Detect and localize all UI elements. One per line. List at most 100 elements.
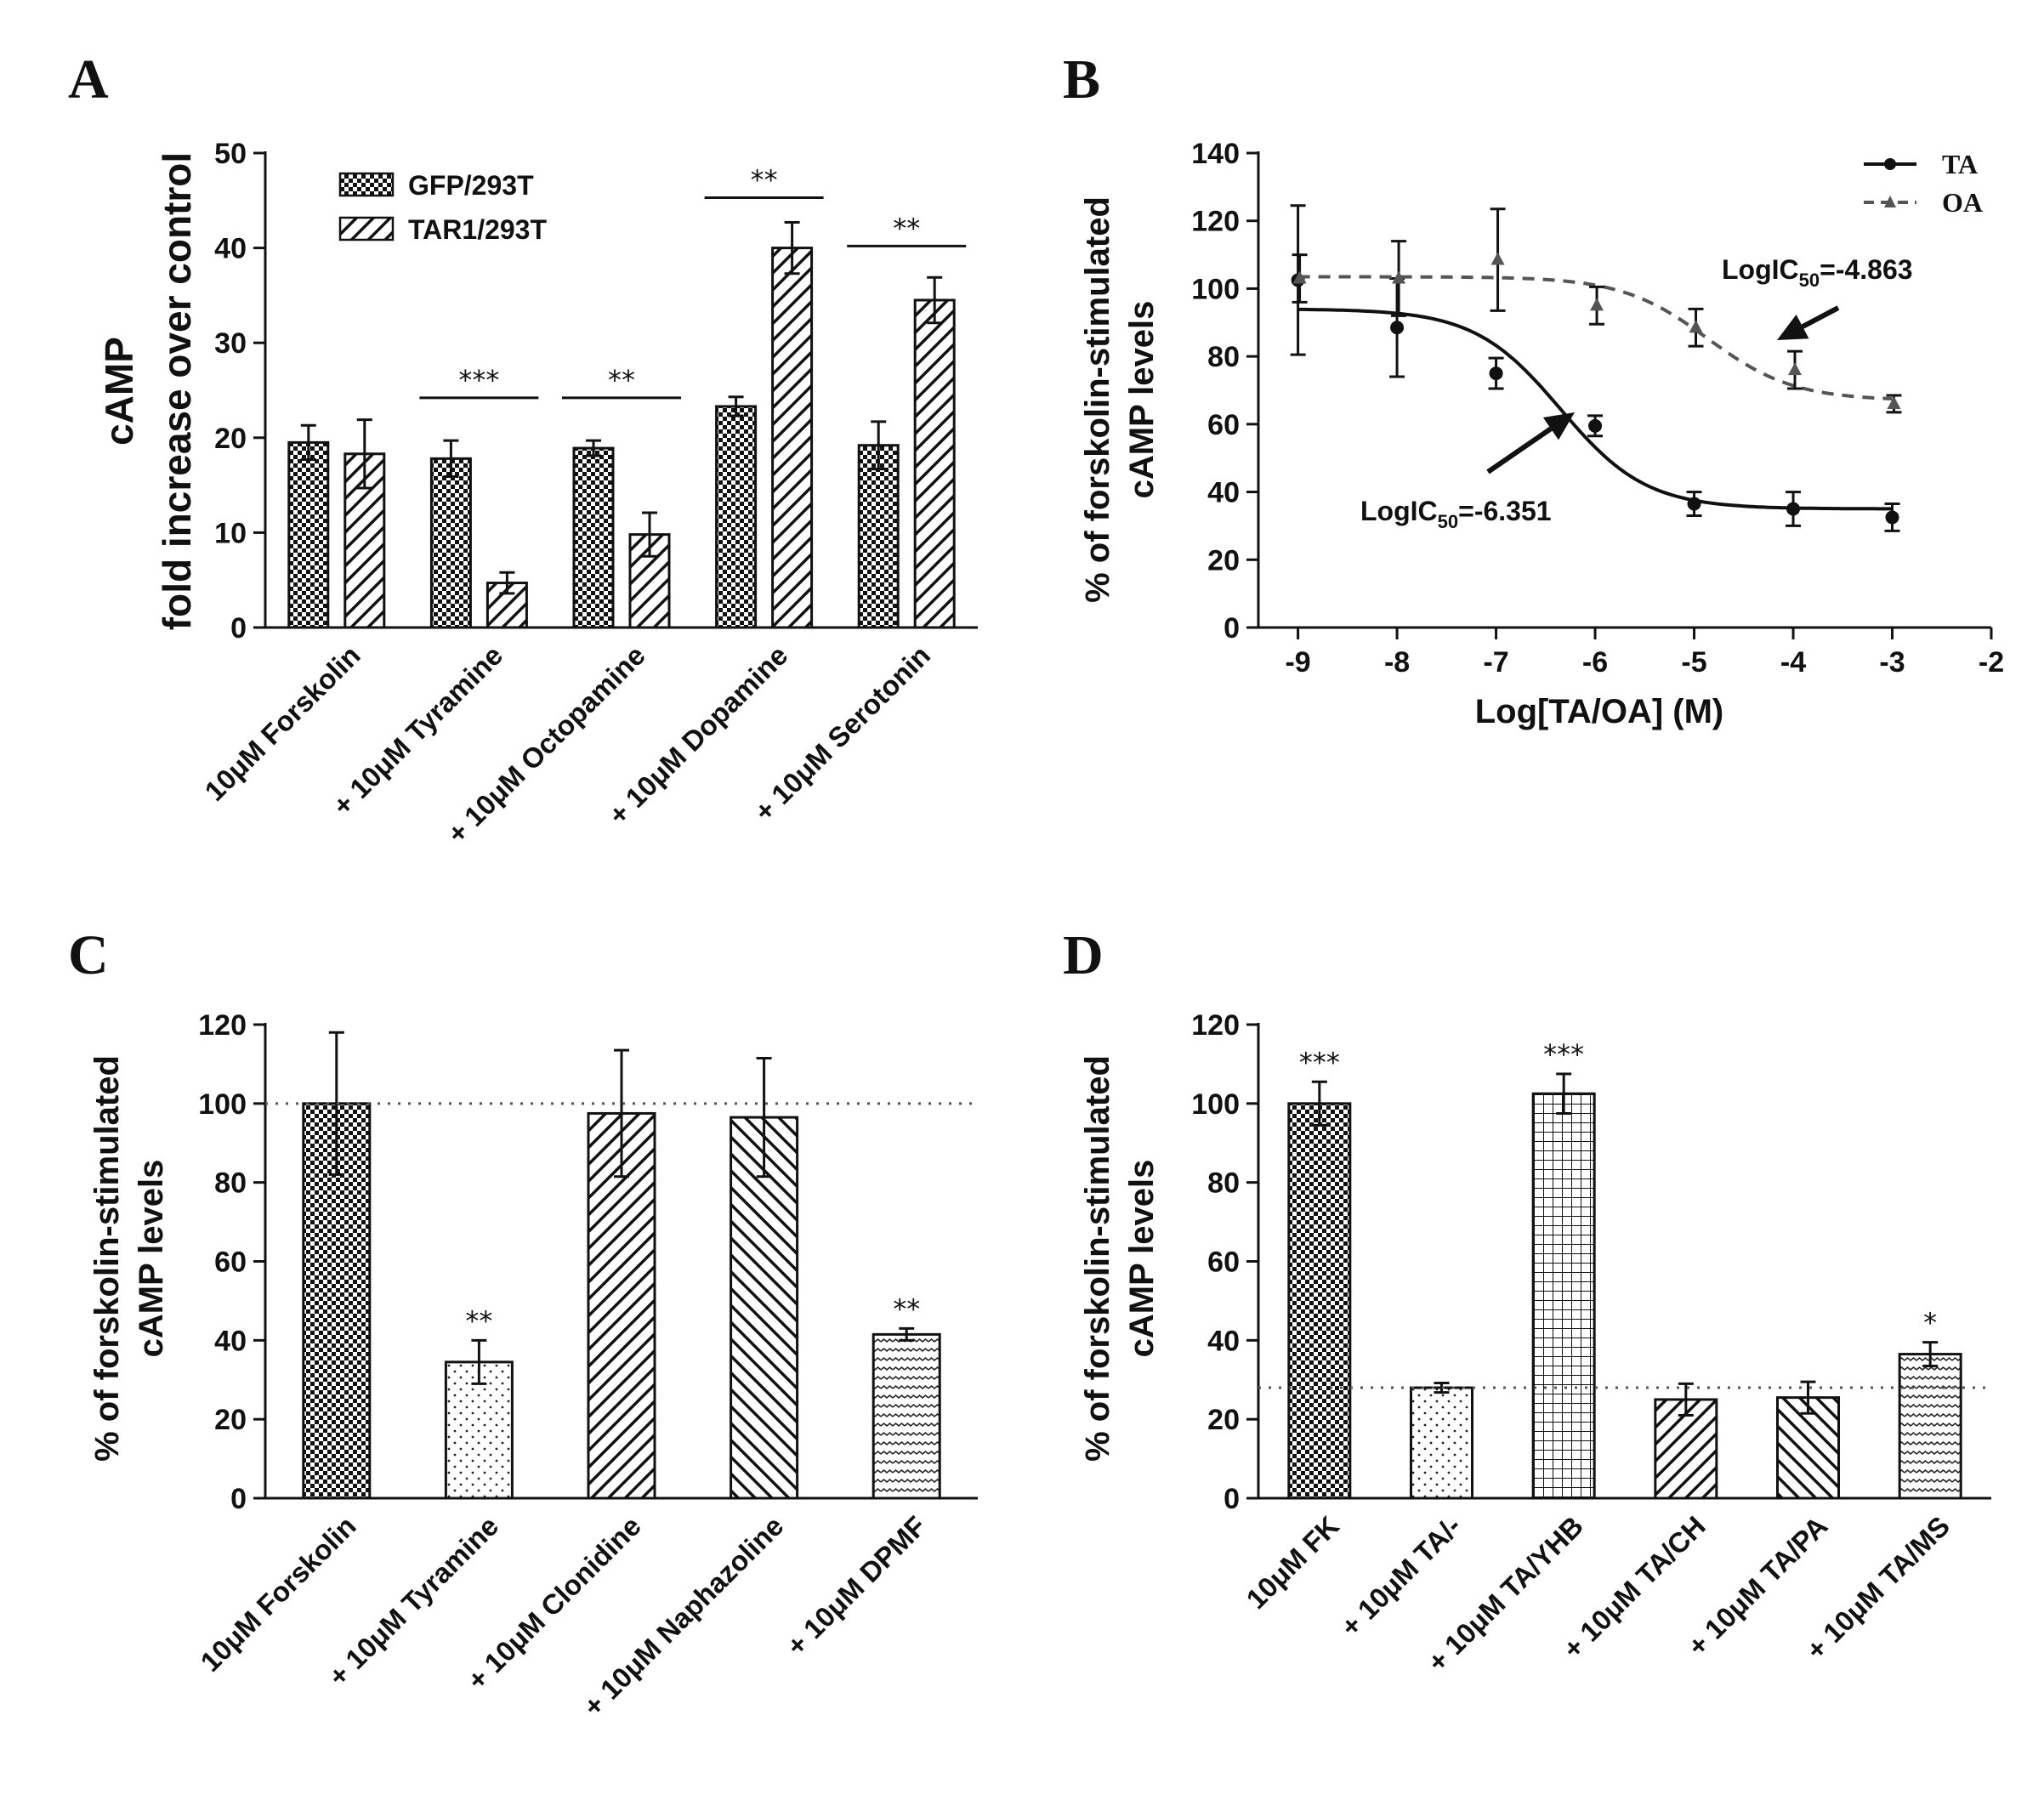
panel-c-significance-label: ** (893, 1292, 920, 1325)
panel-a-bar (857, 444, 900, 629)
panel-c-y-tick-label: 0 (230, 1483, 247, 1515)
panel-a-category-label: 10μM Forskolin (198, 639, 366, 807)
panel-b-annotation-suffix: =-4.863 (1820, 254, 1912, 285)
panel-d-y-tick-label: 80 (1207, 1167, 1240, 1200)
panel-b-point-oa (1590, 298, 1604, 311)
panel-a-y-axis-label-line: fold increase over control (155, 152, 199, 630)
panel-b-x-tick-label: -8 (1384, 646, 1410, 679)
panel-a-error-bar (300, 423, 316, 461)
panel-b-point-ta (1885, 510, 1899, 525)
panel-a-error-bar (871, 420, 887, 471)
panel-d-error-bar (1434, 1381, 1450, 1394)
panel-b-legend-marker-ta (1884, 158, 1896, 170)
panel-a-bar (913, 298, 956, 629)
panel-c-y-tick-label: 120 (198, 1009, 247, 1042)
panel-a-legend-label: GFP/293T (408, 170, 534, 201)
panel-c-category-label: + 10μM DPMF (781, 1510, 933, 1662)
panel-a-y-tick-label: 0 (230, 612, 247, 645)
panel-b-fit-curve-oa (1297, 275, 1893, 400)
panel-d-bar (1531, 1092, 1596, 1500)
panel-b-point-ta (1687, 497, 1701, 511)
panel-c-error-bar (471, 1338, 487, 1385)
panel-b-x-tick-label: -5 (1681, 646, 1706, 679)
panel-c-error-bar (328, 1031, 344, 1176)
panel-a-legend-swatch (338, 172, 395, 197)
panel-c-category-label: 10μM Forskolin (194, 1510, 361, 1678)
panel-c-y-tick-label: 100 (198, 1088, 247, 1121)
panel-a-y-tick-label: 50 (214, 138, 247, 170)
panel-b-y-tick-label: 100 (1191, 273, 1240, 305)
panel-d-category-label: 10μM FK (1240, 1510, 1345, 1616)
panel-b-annotation-subscript: 50 (1799, 270, 1820, 291)
panel-c-bar (302, 1102, 372, 1500)
panel-b-annotation-arrow-shaft (1486, 426, 1553, 474)
panel-a-significance-label: ** (608, 364, 635, 396)
panel-b-point-oa (1689, 320, 1703, 333)
panel-c-bar (872, 1332, 941, 1500)
panel-d-y-axis-label-line: % of forskolin-stimulated (1079, 1055, 1116, 1462)
panel-b-annotation-subscript: 50 (1438, 511, 1458, 532)
panel-b-annotation-suffix: =-6.351 (1458, 496, 1551, 526)
panel-c-error-bar (899, 1326, 915, 1342)
panel-a-chart: 0 10 20 30 40 50 cAMP fold increase over contro… (97, 138, 978, 849)
panel-a-error-bar (642, 511, 657, 558)
panel-a-bar (572, 446, 615, 629)
panel-d-y-tick-label: 120 (1191, 1009, 1240, 1042)
panel-d-y-tick-label: 40 (1207, 1325, 1240, 1357)
panel-b-x-tick-label: -2 (1979, 646, 2004, 679)
panel-c-y-axis-label: % of forskolin-stimulated cAMP levels (88, 1055, 170, 1462)
panel-d-y-axis-label-line: cAMP levels (1123, 1160, 1161, 1358)
panel-b-x-tick-label: -4 (1780, 646, 1806, 679)
panel-b-annotation-arrow-shaft (1801, 305, 1840, 329)
panel-d-y-tick-label: 0 (1224, 1483, 1240, 1515)
panel-d-bar (1287, 1102, 1352, 1500)
panel-b-y-tick-label: 40 (1207, 477, 1240, 509)
panel-b-annotation-prefix: LogIC (1360, 496, 1438, 526)
panel-c-error-bar (614, 1048, 629, 1178)
panel-a-error-bar (728, 395, 744, 417)
panel-d-y-tick-label: 100 (1191, 1088, 1240, 1121)
panel-b-annotation: LogIC50=-6.351 (1360, 496, 1552, 532)
panel-b-chart: 0 20 40 60 80 100 120 140 -9 -8 -7 -6 -5 -4 -3 -2 Log[TA… (1079, 138, 2004, 730)
panel-c-y-tick-label: 80 (214, 1167, 247, 1200)
panel-b-x-tick-label: -7 (1483, 646, 1508, 679)
panel-c-y-axis-label-line: cAMP levels (133, 1160, 170, 1358)
panel-b-legend-marker-oa (1884, 196, 1896, 207)
panel-b-point-oa (1392, 270, 1406, 284)
panel-c-y-tick-label: 60 (214, 1247, 247, 1279)
panel-b-y-tick-label: 0 (1224, 612, 1240, 645)
panel-a-bar (771, 247, 814, 629)
panel-d-error-bar (1311, 1080, 1327, 1127)
panel-d-bar (1410, 1386, 1473, 1500)
panel-b-y-tick-label: 80 (1207, 341, 1240, 373)
panel-a-error-bar (784, 220, 800, 275)
panel-a-error-bar (927, 275, 943, 325)
panel-a-y-tick-label: 20 (214, 423, 247, 455)
panel-a-y-axis-label-line: cAMP (97, 337, 141, 446)
panel-d-error-bar (1556, 1072, 1572, 1115)
panel-b-y-axis-label: % of forskolin-stimulated cAMP levels (1079, 196, 1161, 603)
panel-label-b: B (1063, 48, 1100, 111)
panel-c-y-tick-label: 40 (214, 1325, 247, 1357)
panel-a-error-bar (443, 439, 459, 479)
panel-b-legend-label-ta: TA (1942, 149, 1978, 179)
panel-c-y-axis-label-line: % of forskolin-stimulated (88, 1055, 126, 1462)
panel-c-bar (730, 1116, 799, 1500)
panel-a-error-bar (356, 418, 372, 490)
panel-label-a: A (68, 48, 109, 111)
panel-a-bar (715, 405, 758, 629)
panel-a-y-tick-label: 10 (214, 517, 247, 549)
panel-a-error-bar (586, 439, 601, 457)
panel-b-annotation-arrow-head (1542, 412, 1575, 440)
panel-a-y-tick-label: 40 (214, 233, 247, 265)
panel-a-significance-label: *** (458, 364, 499, 396)
panel-d-significance-label: *** (1543, 1038, 1584, 1071)
panel-b-point-ta (1390, 321, 1405, 335)
panel-b-point-ta (1489, 366, 1503, 381)
panel-a-y-tick-label: 30 (214, 327, 247, 360)
panel-a-bar (429, 457, 472, 629)
panel-d-significance-label: * (1923, 1307, 1937, 1339)
panel-d-category-label: + 10μM TA/- (1334, 1510, 1467, 1643)
